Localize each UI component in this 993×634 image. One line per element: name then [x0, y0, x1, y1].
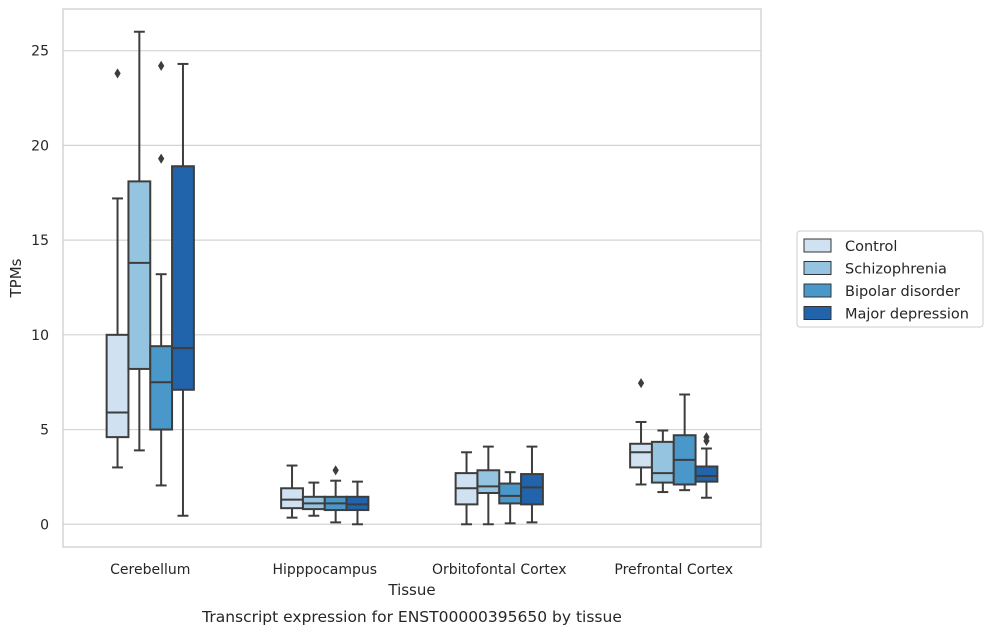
- y-tick-label: 25: [31, 44, 49, 60]
- outlier-point: [332, 465, 339, 476]
- legend-label: Major depression: [845, 307, 969, 323]
- x-tick-labels: Cerebellum Hipppocampus Orbitofontal Corte…: [110, 562, 733, 578]
- x-tick-label: Hipppocampus: [272, 562, 377, 578]
- y-tick-label: 15: [31, 233, 49, 249]
- box: [149, 345, 174, 431]
- x-axis-label: Tissue: [387, 581, 435, 599]
- box-group: [171, 62, 195, 517]
- x-tick-label: Orbitofontal Cortex: [432, 562, 567, 578]
- box: [694, 465, 719, 483]
- plot-frame: [62, 8, 762, 548]
- y-axis-label: TPMs: [7, 258, 25, 298]
- outlier-point: [158, 60, 165, 71]
- y-tick-labels: 0 5 10 15 20 25: [31, 44, 49, 534]
- box-group: [345, 480, 370, 526]
- box-group: [672, 393, 697, 492]
- series-group: [127, 30, 675, 526]
- box-group: [476, 445, 501, 526]
- outlier-point: [703, 432, 710, 443]
- box: [105, 333, 130, 439]
- x-tick-label: Cerebellum: [110, 562, 190, 578]
- box: [650, 440, 675, 484]
- legend-label: Control: [845, 239, 897, 255]
- y-tick-label: 0: [40, 517, 49, 533]
- outlier-point: [637, 378, 645, 389]
- y-tick-label: 20: [31, 138, 49, 154]
- box-group: [149, 60, 174, 487]
- legend-swatch: [803, 283, 832, 298]
- box-group: [694, 432, 719, 499]
- legend-box: [796, 230, 984, 328]
- box: [520, 473, 544, 506]
- series-group: [105, 68, 653, 526]
- box: [127, 180, 152, 370]
- outlier-point: [114, 68, 121, 79]
- box-group: [127, 30, 152, 452]
- legend-swatch: [803, 306, 832, 320]
- box: [498, 482, 523, 505]
- legend-swatch: [803, 238, 832, 253]
- series-group: [171, 62, 719, 526]
- box-series: [105, 30, 719, 526]
- legend-label: Bipolar disorder: [845, 284, 960, 300]
- y-tick-label: 5: [40, 423, 49, 439]
- box-group: [105, 68, 130, 469]
- x-tick-label: Prefrontal Cortex: [614, 562, 733, 578]
- figure-caption: Transcript expression for ENST0000039565…: [201, 608, 622, 626]
- box-group: [323, 465, 348, 524]
- series-group: [149, 60, 697, 525]
- box: [280, 487, 304, 510]
- legend-swatch: [803, 261, 832, 275]
- box: [629, 442, 653, 469]
- box: [171, 165, 195, 391]
- outlier-point: [158, 153, 165, 164]
- box-group: [520, 445, 544, 524]
- y-tick-label: 10: [31, 328, 49, 344]
- box-group: [498, 471, 523, 525]
- box-group: [454, 451, 479, 526]
- box: [476, 469, 501, 495]
- legend: Control Schizophrenia Bipolar disorder Majo…: [796, 230, 984, 328]
- legend-label: Schizophrenia: [845, 262, 947, 278]
